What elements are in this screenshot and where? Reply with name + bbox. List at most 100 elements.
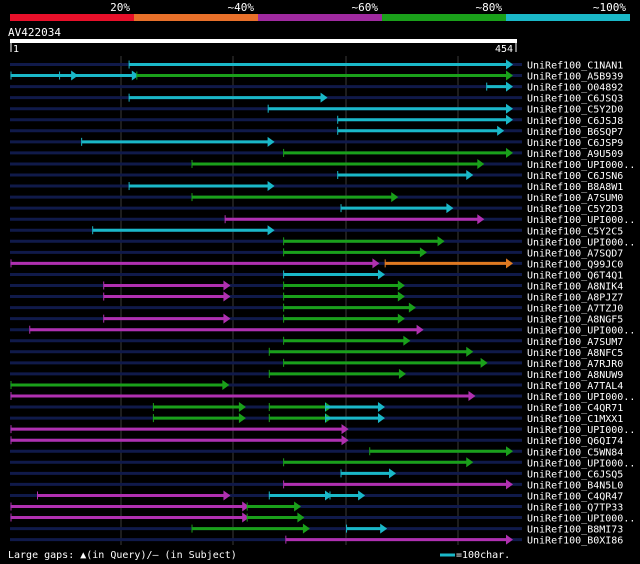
hit-row[interactable]: UniRef100_C5Y2C5 xyxy=(10,225,623,237)
hit-label[interactable]: UniRef100_A8NGF5 xyxy=(527,315,623,326)
hit-row[interactable]: UniRef100_A9U509 xyxy=(10,147,623,160)
hit-label[interactable]: UniRef100_UPI000.. xyxy=(527,215,635,226)
hit-label[interactable]: UniRef100_Q6T4Q1 xyxy=(527,270,623,281)
hit-row[interactable]: UniRef100_C1MXX1 xyxy=(10,413,623,425)
ruler-start-label: 1 xyxy=(13,44,19,55)
hit-row[interactable]: UniRef100_A7RJR0 xyxy=(10,357,623,370)
hit-label[interactable]: UniRef100_A7SUM0 xyxy=(527,193,623,204)
hit-row[interactable]: UniRef100_C6JSJ8 xyxy=(10,114,623,127)
hit-row[interactable]: UniRef100_A8NIK4 xyxy=(10,280,623,293)
segment-end-arrow xyxy=(506,446,513,457)
segment-end-arrow xyxy=(397,280,405,291)
hit-label[interactable]: UniRef100_C6JSP9 xyxy=(527,138,623,149)
hit-row[interactable]: UniRef100_UPI000.. xyxy=(10,158,635,171)
hit-row[interactable]: UniRef100_A7SUM7 xyxy=(10,335,623,348)
segment-end-arrow xyxy=(377,413,385,424)
hit-row[interactable]: UniRef100_UPI000.. xyxy=(10,424,635,436)
hit-row[interactable]: UniRef100_Q6T4Q1 xyxy=(10,269,623,281)
hit-row[interactable]: UniRef100_UPI000.. xyxy=(10,324,635,337)
hit-label[interactable]: UniRef100_C4QR71 xyxy=(527,403,623,414)
hit-label[interactable]: UniRef100_A5B939 xyxy=(527,72,623,83)
hit-row[interactable]: UniRef100_UPI000.. xyxy=(10,512,635,525)
hit-label[interactable]: UniRef100_A8NIK4 xyxy=(527,282,623,293)
hit-row[interactable]: UniRef100_Q7TP33 xyxy=(10,501,623,514)
segment-end-arrow xyxy=(506,114,513,125)
hit-row[interactable]: UniRef100_A8NFC5 xyxy=(10,346,623,359)
hit-label[interactable]: UniRef100_UPI000.. xyxy=(527,392,635,403)
hit-label[interactable]: UniRef100_A7SUM7 xyxy=(527,337,623,348)
hit-row[interactable]: UniRef100_UPI000.. xyxy=(10,457,635,469)
segment-end-arrow xyxy=(468,391,476,401)
hit-label[interactable]: UniRef100_A8NFC5 xyxy=(527,348,623,359)
hit-row[interactable]: UniRef100_C6JSQ5 xyxy=(10,468,623,480)
hit-label[interactable]: UniRef100_C5Y2D0 xyxy=(527,105,623,116)
hit-label[interactable]: UniRef100_O04892 xyxy=(527,83,623,94)
hit-row[interactable]: UniRef100_C5WN84 xyxy=(10,446,623,458)
identity-color-legend xyxy=(10,14,630,21)
hit-label[interactable]: UniRef100_C5Y2D3 xyxy=(527,204,623,215)
hit-row[interactable]: UniRef100_Q6QI74 xyxy=(10,435,623,447)
hit-row[interactable]: UniRef100_A7SUM0 xyxy=(10,192,623,204)
hit-label[interactable]: UniRef100_C5Y2C5 xyxy=(527,226,623,237)
hit-row[interactable]: UniRef100_Q99JC0 xyxy=(10,258,623,270)
hit-row[interactable]: UniRef100_A7TAL4 xyxy=(10,379,623,392)
segment-end-arrow xyxy=(497,125,505,136)
hit-row[interactable]: UniRef100_UPI000.. xyxy=(10,214,635,226)
hit-label[interactable]: UniRef100_UPI000.. xyxy=(527,237,635,248)
hit-row[interactable]: UniRef100_C1NAN1 xyxy=(10,59,623,72)
hit-label[interactable]: UniRef100_B6SQP7 xyxy=(527,127,623,138)
hit-label[interactable]: UniRef100_UPI000.. xyxy=(527,514,635,525)
hit-row[interactable]: UniRef100_C6JSP9 xyxy=(10,136,623,149)
hit-label[interactable]: UniRef100_B4N5L0 xyxy=(527,480,623,491)
hit-label[interactable]: UniRef100_B0XI86 xyxy=(527,536,623,547)
hit-label[interactable]: UniRef100_UPI000.. xyxy=(527,160,635,171)
hit-row[interactable]: UniRef100_A8PJZ7 xyxy=(10,291,623,304)
hit-row[interactable]: UniRef100_C6JSQ3 xyxy=(10,92,623,105)
hit-row[interactable]: UniRef100_B6SQP7 xyxy=(10,125,623,138)
hit-row[interactable]: UniRef100_A8NGF5 xyxy=(10,313,623,326)
hit-label[interactable]: UniRef100_C6JSN6 xyxy=(527,171,623,182)
hit-label[interactable]: UniRef100_Q99JC0 xyxy=(527,259,623,270)
hit-row[interactable]: UniRef100_C5Y2D3 xyxy=(10,203,623,215)
hit-label[interactable]: UniRef100_Q6QI74 xyxy=(527,436,623,447)
hit-label[interactable]: UniRef100_A8NUW9 xyxy=(527,370,623,381)
hit-label[interactable]: UniRef100_A7TZJ0 xyxy=(527,304,623,315)
hit-label[interactable]: UniRef100_C6JSJ8 xyxy=(527,116,623,127)
hit-row[interactable]: UniRef100_B0XI86 xyxy=(10,534,623,547)
segment-end-arrow xyxy=(223,291,231,302)
hit-row[interactable]: UniRef100_C4QR71 xyxy=(10,402,623,414)
hit-row[interactable]: UniRef100_UPI000.. xyxy=(10,391,635,403)
hit-label[interactable]: UniRef100_Q7TP33 xyxy=(527,503,623,514)
hit-label[interactable]: UniRef100_C1NAN1 xyxy=(527,61,623,72)
segment-end-arrow xyxy=(419,247,427,258)
legend-swatch-0 xyxy=(10,14,134,21)
hit-label[interactable]: UniRef100_C5WN84 xyxy=(527,447,623,458)
hit-label[interactable]: UniRef100_B8A8W1 xyxy=(527,182,623,193)
hit-label[interactable]: UniRef100_UPI000.. xyxy=(527,458,635,469)
hit-row[interactable]: UniRef100_B4N5L0 xyxy=(10,479,623,491)
hit-label[interactable]: UniRef100_UPI000.. xyxy=(527,425,635,436)
hit-row[interactable]: UniRef100_A8NUW9 xyxy=(10,368,623,381)
hit-label[interactable]: UniRef100_C1MXX1 xyxy=(527,414,623,425)
hit-row[interactable]: UniRef100_B8MI73 xyxy=(10,523,623,536)
hit-row[interactable]: UniRef100_B8A8W1 xyxy=(10,181,623,193)
hit-label[interactable]: UniRef100_A7TAL4 xyxy=(527,381,623,392)
hit-row[interactable]: UniRef100_A7TZJ0 xyxy=(10,302,623,315)
hit-label[interactable]: UniRef100_A7SQD7 xyxy=(527,248,623,259)
hit-label[interactable]: UniRef100_A7RJR0 xyxy=(527,359,623,370)
hit-label[interactable]: UniRef100_C6JSQ3 xyxy=(527,94,623,105)
identity-legend-labels: 20% ~40% ~60% ~80% ~100% xyxy=(110,1,626,14)
hit-row[interactable]: UniRef100_A7SQD7 xyxy=(10,247,623,259)
hit-row[interactable]: UniRef100_C5Y2D0 xyxy=(10,103,623,116)
hit-label[interactable]: UniRef100_C6JSQ5 xyxy=(527,469,623,480)
hit-row[interactable]: UniRef100_A5B939 xyxy=(10,70,623,83)
hit-row[interactable]: UniRef100_O04892 xyxy=(10,81,623,94)
hit-label[interactable]: UniRef100_UPI000.. xyxy=(527,326,635,337)
hit-label[interactable]: UniRef100_B8MI73 xyxy=(527,525,623,536)
hit-row[interactable]: UniRef100_C4QR47 xyxy=(10,490,623,502)
hit-label[interactable]: UniRef100_A8PJZ7 xyxy=(527,293,623,304)
hit-label[interactable]: UniRef100_A9U509 xyxy=(527,149,623,160)
hit-row[interactable]: UniRef100_UPI000.. xyxy=(10,236,635,248)
hit-row[interactable]: UniRef100_C6JSN6 xyxy=(10,170,623,182)
hit-label[interactable]: UniRef100_C4QR47 xyxy=(527,491,623,502)
